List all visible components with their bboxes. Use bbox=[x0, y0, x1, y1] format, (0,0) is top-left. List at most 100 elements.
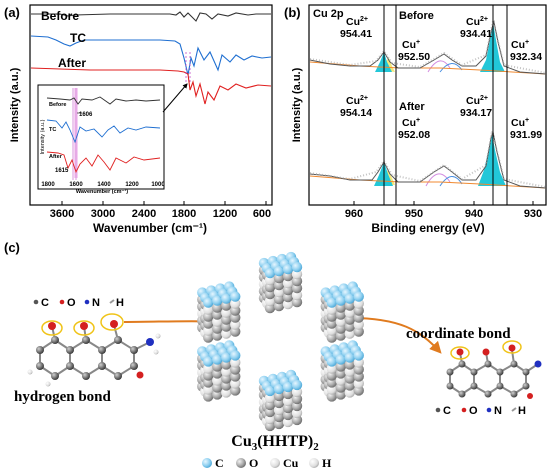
curve-label-after: After bbox=[58, 56, 86, 70]
mof-name: Cu3(HHTP)2 bbox=[231, 433, 319, 453]
panel-b-xtick: 950 bbox=[405, 208, 423, 220]
coordinate-bond-label: coordinate bond bbox=[406, 326, 511, 342]
peak-charge: 2+ bbox=[480, 95, 488, 102]
panel-a-xtick: 1200 bbox=[213, 208, 237, 220]
peak-value: 954.14 bbox=[340, 107, 372, 119]
peak-ion: Cu bbox=[511, 117, 525, 129]
peak-labels-before: Cu2+ 954.41 Cu+ 952.50 Cu2+ 934.41 Cu+ 9… bbox=[340, 16, 542, 63]
mof-atom bbox=[203, 356, 214, 367]
panel-b-title: Cu 2p bbox=[313, 8, 344, 20]
svg-text:O: O bbox=[469, 405, 478, 417]
svg-text:H: H bbox=[116, 297, 124, 309]
panel-a-xlabel: Wavenumber (cm⁻¹) bbox=[93, 221, 207, 235]
inset-label-after: After bbox=[49, 154, 63, 160]
mof-atom bbox=[230, 350, 241, 361]
peak-charge: 2+ bbox=[360, 16, 368, 23]
legend-left: C O N H bbox=[33, 297, 124, 309]
mof-atom bbox=[221, 293, 232, 304]
peak-value: 934.17 bbox=[460, 107, 492, 119]
mof-atom bbox=[212, 295, 223, 306]
mof-atom bbox=[203, 297, 214, 308]
mof-atom bbox=[264, 385, 276, 397]
svg-text:Cu2+: Cu2+ bbox=[466, 16, 488, 28]
peak-charge: + bbox=[416, 117, 420, 124]
peak-value: 952.50 bbox=[398, 51, 430, 63]
curve-label-before: Before bbox=[41, 9, 79, 23]
inset-annot-1606: 1606 bbox=[79, 112, 93, 118]
peak-ion: Cu bbox=[511, 39, 525, 51]
svg-text:O: O bbox=[249, 456, 258, 470]
panel-c-label: (c) bbox=[4, 240, 20, 255]
curve-label-tc: TC bbox=[70, 31, 86, 45]
svg-text:C: C bbox=[215, 456, 224, 470]
panel-a-xtick: 3600 bbox=[50, 208, 74, 220]
legend-bottom: C O Cu H bbox=[202, 456, 332, 470]
panel-b-xtick: 960 bbox=[345, 208, 363, 220]
svg-text:Cu+: Cu+ bbox=[402, 117, 420, 129]
panel-a-xtick: 600 bbox=[253, 208, 271, 220]
mof-atom bbox=[273, 265, 285, 277]
panel-a-xtick: 2400 bbox=[132, 208, 156, 220]
svg-text:C: C bbox=[443, 405, 451, 417]
svg-text:Cu+: Cu+ bbox=[402, 39, 420, 51]
mof-atom bbox=[335, 354, 346, 365]
mof-atom bbox=[335, 295, 346, 306]
panel-a-xtick: 1800 bbox=[172, 208, 196, 220]
svg-text:Cu2+: Cu2+ bbox=[346, 95, 368, 107]
xps-after-label: After bbox=[399, 101, 425, 113]
svg-text:Cu2+: Cu2+ bbox=[466, 95, 488, 107]
inset-xtick: 1400 bbox=[97, 182, 111, 188]
peak-ion: Cu bbox=[402, 117, 416, 129]
svg-text:Cu: Cu bbox=[283, 456, 299, 470]
panel-c: (c) C O N H bbox=[4, 240, 542, 470]
mof-atom bbox=[344, 352, 355, 363]
inset-xtick: 1600 bbox=[69, 182, 83, 188]
ftir-after-curve bbox=[30, 67, 272, 105]
svg-text:O: O bbox=[67, 297, 76, 309]
inset-xtick: 1200 bbox=[125, 182, 139, 188]
panel-b-xlabel: Binding energy (eV) bbox=[371, 221, 484, 235]
panel-a-xtick: 3000 bbox=[91, 208, 115, 220]
xps-before-label: Before bbox=[399, 10, 434, 22]
inset-label-before: Before bbox=[49, 102, 66, 108]
svg-text:Cu+: Cu+ bbox=[511, 117, 529, 129]
peak-value: 931.99 bbox=[510, 129, 542, 141]
mof-atom bbox=[344, 293, 355, 304]
legend-right: C O N H bbox=[435, 405, 526, 417]
peak-value: 954.41 bbox=[340, 28, 372, 40]
peak-charge: + bbox=[525, 39, 529, 46]
coordinate-bond-arrow bbox=[349, 317, 442, 354]
svg-text:N: N bbox=[494, 405, 502, 417]
panel-b-label: (b) bbox=[284, 5, 301, 20]
zoom-arrow bbox=[162, 83, 188, 113]
svg-text:Cu2+: Cu2+ bbox=[346, 16, 368, 28]
mof-atom bbox=[291, 261, 303, 273]
svg-text:N: N bbox=[92, 297, 100, 309]
tc-molecule-left bbox=[27, 313, 161, 387]
svg-text:H: H bbox=[518, 405, 526, 417]
inset-annot-1615: 1615 bbox=[55, 168, 69, 174]
mof-atom bbox=[353, 350, 364, 361]
mof-atom bbox=[326, 356, 337, 367]
ftir-inset: Intensity (a.u.) Before TC After 1606 16… bbox=[37, 84, 165, 195]
peak-value: 932.34 bbox=[510, 51, 542, 63]
panel-b-ylabel: Intensity (a.u.) bbox=[291, 67, 303, 142]
tc-molecule-right bbox=[446, 340, 542, 399]
xps-after-spectrum bbox=[309, 130, 547, 189]
mof-atom bbox=[264, 267, 276, 279]
inset-xtick: 1800 bbox=[41, 182, 55, 188]
peak-charge: 2+ bbox=[360, 95, 368, 102]
mof-atom bbox=[273, 383, 285, 395]
peak-charge: + bbox=[416, 39, 420, 46]
peak-ion: Cu bbox=[466, 95, 480, 107]
peak-labels-after: Cu2+ 954.14 Cu+ 952.08 Cu2+ 934.17 Cu+ 9… bbox=[340, 95, 542, 141]
peak-ion: Cu bbox=[346, 16, 360, 28]
svg-text:Cu+: Cu+ bbox=[511, 39, 529, 51]
inset-xlabel: Wavenumber (cm⁻¹) bbox=[76, 188, 128, 195]
mof-atom bbox=[282, 263, 294, 275]
panel-b-xtick: 930 bbox=[524, 208, 542, 220]
peak-charge: 2+ bbox=[480, 16, 488, 23]
panel-a-ylabel: Intensity (a.u.) bbox=[9, 67, 21, 142]
inset-label-tc: TC bbox=[49, 127, 56, 133]
